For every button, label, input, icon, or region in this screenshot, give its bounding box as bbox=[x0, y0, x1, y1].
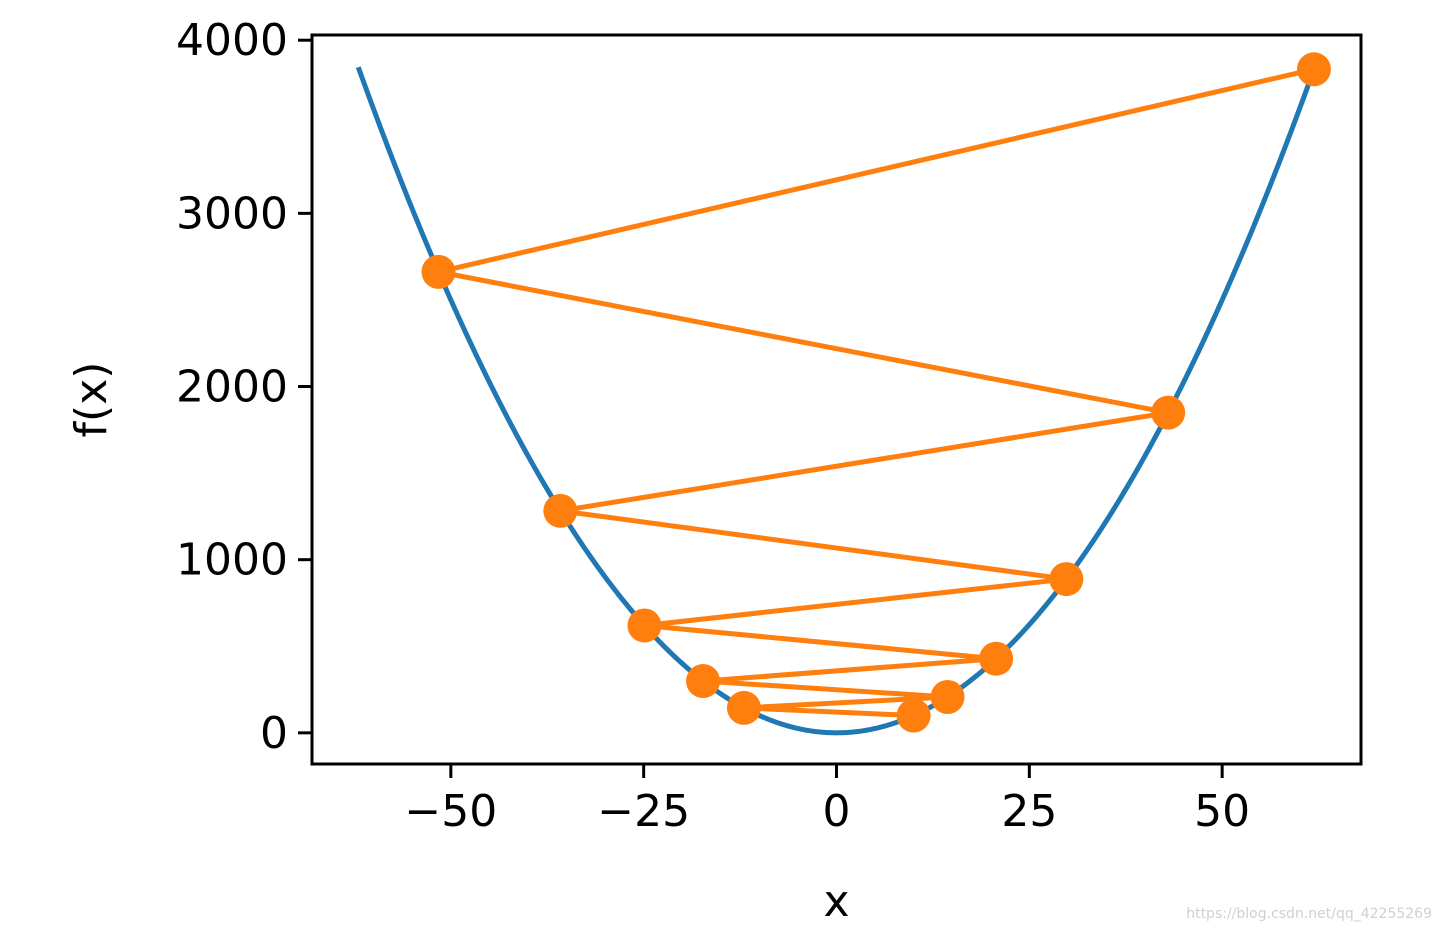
x-tick-label: 25 bbox=[1001, 786, 1057, 837]
trajectory-point bbox=[930, 679, 965, 714]
y-tick-label: 2000 bbox=[176, 362, 288, 413]
trajectory-point bbox=[543, 493, 578, 528]
trajectory-point bbox=[979, 641, 1014, 676]
trajectory-point bbox=[896, 698, 931, 733]
y-tick-label: 3000 bbox=[176, 188, 288, 239]
points-layer bbox=[421, 52, 1331, 733]
curve-line bbox=[355, 66, 1318, 736]
y-axis-ticks: 0 1000 2000 3000 4000 bbox=[176, 15, 312, 759]
watermark: https://blog.csdn.net/qq_42255269 bbox=[1186, 906, 1432, 922]
plot-frame bbox=[310, 33, 1363, 766]
trajectory-point bbox=[1151, 395, 1186, 430]
y-tick-label: 0 bbox=[260, 708, 288, 759]
trajectory-point bbox=[421, 254, 456, 289]
trajectory-layer bbox=[437, 66, 1315, 719]
trajectory-point bbox=[686, 664, 721, 699]
x-tick-label: −50 bbox=[404, 786, 497, 837]
trajectory-point bbox=[726, 690, 761, 725]
x-axis-ticks: −50 −25 0 25 50 bbox=[404, 764, 1250, 837]
x-tick-label: 0 bbox=[823, 786, 851, 837]
x-tick-label: 50 bbox=[1194, 786, 1250, 837]
x-axis-label: x bbox=[823, 876, 849, 927]
trajectory-line bbox=[437, 66, 1315, 719]
y-axis-label: f(x) bbox=[66, 362, 117, 438]
y-tick-label: 1000 bbox=[176, 535, 288, 586]
trajectory-point bbox=[627, 608, 662, 643]
curve-layer bbox=[355, 66, 1318, 736]
trajectory-point bbox=[1296, 52, 1331, 87]
y-tick-label: 4000 bbox=[176, 15, 288, 66]
x-tick-label: −25 bbox=[597, 786, 690, 837]
trajectory-point bbox=[1049, 562, 1084, 597]
